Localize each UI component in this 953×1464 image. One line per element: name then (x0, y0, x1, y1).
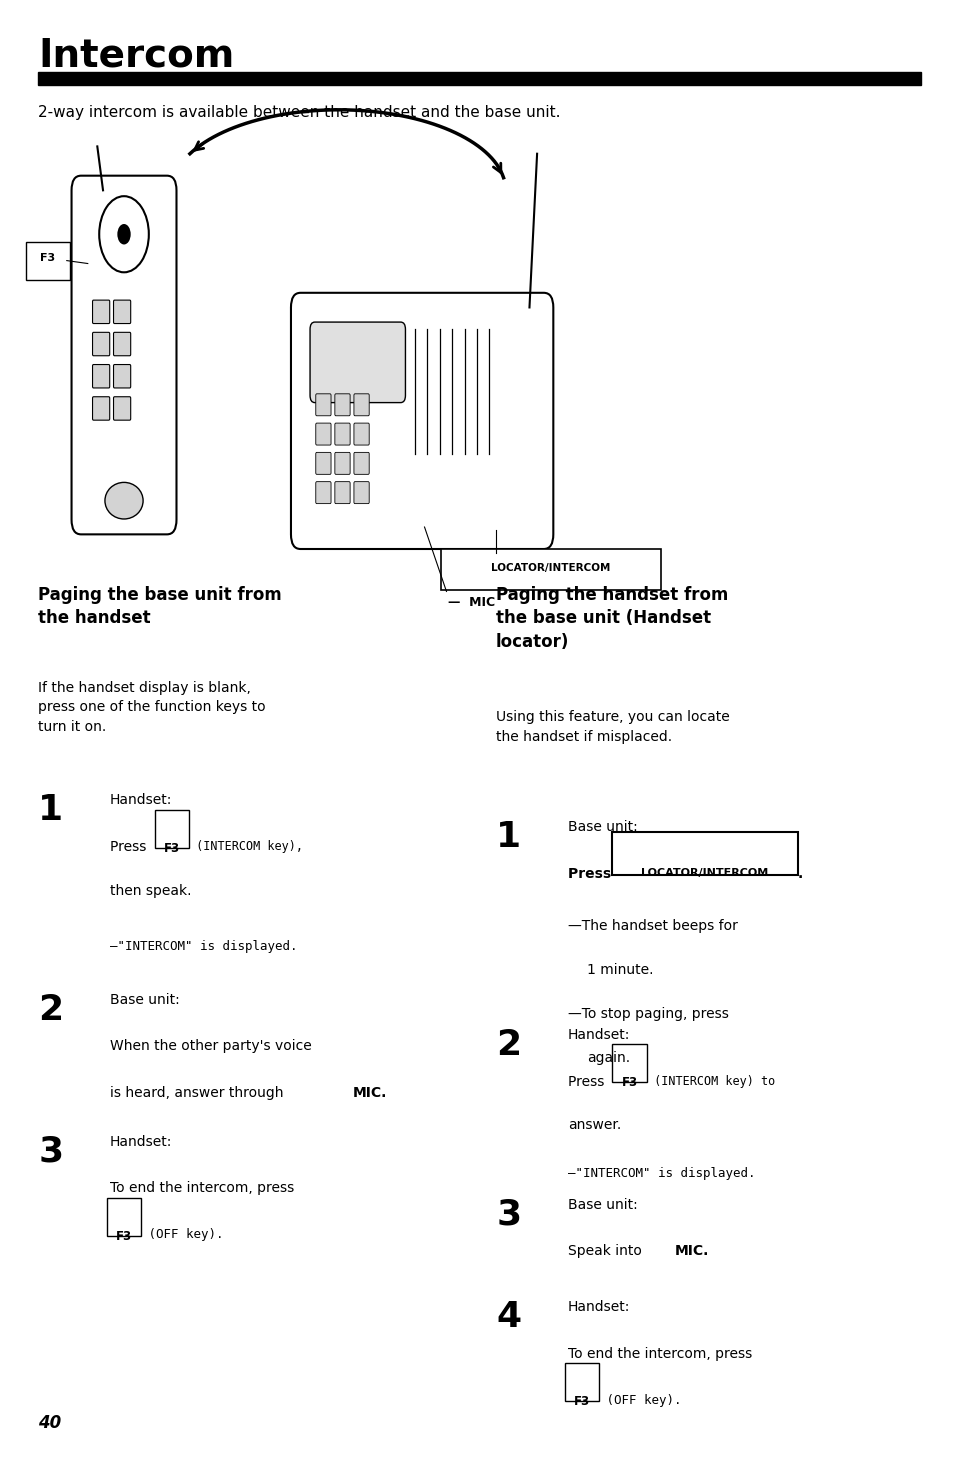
Text: (INTERCOM key),: (INTERCOM key), (189, 840, 302, 854)
FancyBboxPatch shape (113, 300, 131, 324)
FancyBboxPatch shape (315, 423, 331, 445)
Text: Base unit:: Base unit: (110, 993, 179, 1007)
FancyBboxPatch shape (315, 452, 331, 474)
FancyBboxPatch shape (92, 332, 110, 356)
Text: then speak.: then speak. (110, 884, 191, 899)
Text: LOCATOR/INTERCOM: LOCATOR/INTERCOM (640, 868, 768, 878)
Text: (INTERCOM key) to: (INTERCOM key) to (646, 1075, 774, 1088)
FancyBboxPatch shape (440, 549, 660, 590)
Text: F3: F3 (164, 842, 179, 855)
Text: 1: 1 (38, 793, 63, 827)
FancyBboxPatch shape (335, 423, 350, 445)
FancyBboxPatch shape (154, 810, 189, 848)
FancyBboxPatch shape (335, 482, 350, 504)
FancyBboxPatch shape (92, 397, 110, 420)
Circle shape (117, 224, 131, 244)
Text: MIC.: MIC. (353, 1086, 387, 1101)
FancyBboxPatch shape (310, 322, 405, 403)
Text: —"INTERCOM" is displayed.: —"INTERCOM" is displayed. (567, 1167, 755, 1180)
FancyBboxPatch shape (612, 832, 797, 875)
Text: 40: 40 (38, 1414, 61, 1432)
Bar (38, 72, 920, 85)
Text: If the handset display is blank,
press one of the function keys to
turn it on.: If the handset display is blank, press o… (38, 681, 266, 733)
Text: —The handset beeps for: —The handset beeps for (567, 919, 737, 934)
FancyBboxPatch shape (113, 332, 131, 356)
FancyBboxPatch shape (92, 300, 110, 324)
Text: Intercom: Intercom (38, 37, 234, 75)
FancyBboxPatch shape (315, 394, 331, 416)
Text: Using this feature, you can locate
the handset if misplaced.: Using this feature, you can locate the h… (496, 710, 729, 744)
Text: Paging the handset from
the base unit (Handset
locator): Paging the handset from the base unit (H… (496, 586, 728, 651)
FancyBboxPatch shape (113, 365, 131, 388)
Text: 3: 3 (38, 1135, 63, 1168)
Text: 1: 1 (496, 820, 520, 854)
Text: —To stop paging, press: —To stop paging, press (567, 1007, 728, 1022)
Text: (OFF key).: (OFF key). (598, 1394, 680, 1407)
FancyBboxPatch shape (335, 394, 350, 416)
FancyBboxPatch shape (315, 482, 331, 504)
Text: LOCATOR/INTERCOM: LOCATOR/INTERCOM (490, 564, 610, 572)
Text: 1 minute.: 1 minute. (586, 963, 653, 978)
Text: (OFF key).: (OFF key). (141, 1228, 223, 1241)
Text: Speak into: Speak into (567, 1244, 645, 1259)
FancyBboxPatch shape (107, 1198, 141, 1236)
Text: F3: F3 (621, 1076, 637, 1089)
Text: 2-way intercom is available between the handset and the base unit.: 2-way intercom is available between the … (38, 105, 560, 120)
FancyBboxPatch shape (354, 482, 369, 504)
FancyBboxPatch shape (354, 452, 369, 474)
Text: Handset:: Handset: (567, 1028, 629, 1042)
Text: 4: 4 (496, 1300, 520, 1334)
FancyBboxPatch shape (354, 423, 369, 445)
Text: F3: F3 (40, 253, 55, 262)
Text: Handset:: Handset: (567, 1300, 629, 1315)
Text: —"INTERCOM" is displayed.: —"INTERCOM" is displayed. (110, 940, 297, 953)
Text: Paging the base unit from
the handset: Paging the base unit from the handset (38, 586, 282, 627)
Text: 3: 3 (496, 1198, 520, 1231)
Text: .: . (797, 867, 802, 881)
Text: To end the intercom, press: To end the intercom, press (110, 1181, 294, 1196)
Text: Press: Press (567, 1075, 608, 1089)
Text: Press: Press (110, 840, 151, 855)
Text: To end the intercom, press: To end the intercom, press (567, 1347, 751, 1362)
Text: When the other party's voice: When the other party's voice (110, 1039, 311, 1054)
Text: MIC.: MIC. (674, 1244, 708, 1259)
Text: Handset:: Handset: (110, 793, 172, 808)
FancyBboxPatch shape (335, 452, 350, 474)
FancyBboxPatch shape (26, 242, 70, 280)
FancyBboxPatch shape (92, 365, 110, 388)
Text: Press: Press (567, 867, 615, 881)
Text: 2: 2 (496, 1028, 520, 1061)
Text: F3: F3 (116, 1230, 132, 1243)
FancyBboxPatch shape (564, 1363, 598, 1401)
FancyBboxPatch shape (291, 293, 553, 549)
FancyBboxPatch shape (71, 176, 176, 534)
Text: 2: 2 (38, 993, 63, 1026)
FancyBboxPatch shape (354, 394, 369, 416)
Text: answer.: answer. (567, 1118, 620, 1133)
Text: Handset:: Handset: (110, 1135, 172, 1149)
FancyBboxPatch shape (113, 397, 131, 420)
Text: is heard, answer through: is heard, answer through (110, 1086, 287, 1101)
Text: F3: F3 (574, 1395, 589, 1408)
Text: Base unit:: Base unit: (567, 820, 637, 834)
FancyBboxPatch shape (612, 1044, 646, 1082)
Text: —  MIC: — MIC (448, 596, 495, 609)
Text: again.: again. (586, 1051, 629, 1066)
Text: Base unit:: Base unit: (567, 1198, 637, 1212)
Ellipse shape (105, 483, 143, 518)
